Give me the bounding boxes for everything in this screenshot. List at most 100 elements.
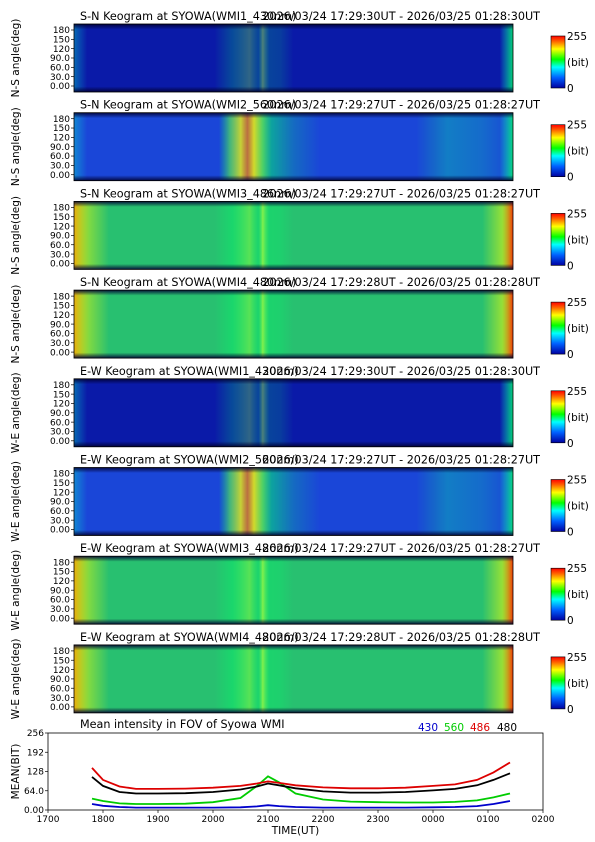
legend-item: 430 (418, 722, 438, 734)
x-tick-label: 0100 (477, 815, 500, 825)
y-tick-label: 150 (53, 213, 70, 223)
y-tick-label: 60.0 (50, 64, 70, 74)
panel-title: E-W Keogram at SYOWA(WMI1_430nm) (80, 365, 299, 378)
keogram-panel: E-W Keogram at SYOWA(WMI1_430nm)2026/03/… (10, 365, 589, 453)
y-tick-label: 150 (53, 302, 70, 312)
y-axis-label: W-E angle(deg) (10, 550, 22, 631)
y-tick-label: 60.0 (50, 152, 70, 162)
y-tick-label: 30.0 (50, 428, 70, 438)
horizon-shade (74, 644, 513, 713)
horizon-shade (74, 201, 513, 270)
y-axis-label: W-E angle(deg) (10, 638, 22, 719)
panel-timerange: 2026/03/24 17:29:27UT - 2026/03/25 01:28… (262, 99, 540, 112)
chart-frame (47, 732, 544, 811)
colorbar-min-label: 0 (567, 615, 574, 627)
panel-timerange: 2026/03/24 17:29:27UT - 2026/03/25 01:28… (262, 454, 540, 467)
y-tick-label: 120 (53, 45, 70, 55)
colorbar-max-label: 255 (567, 31, 587, 43)
y-tick-label: 150 (53, 390, 70, 400)
y-tick-label: 150 (53, 36, 70, 46)
horizon-shade (74, 467, 513, 536)
y-axis-label: N-S angle(deg) (10, 19, 22, 98)
y-tick-label: 150 (53, 479, 70, 489)
panel-timerange: 2026/03/24 17:29:30UT - 2026/03/25 01:28… (262, 10, 540, 23)
y-tick-label: 60.0 (50, 596, 70, 606)
y-tick-label: 90.0 (50, 143, 70, 153)
chart-title: Mean intensity in FOV of Syowa WMI (80, 718, 285, 731)
colorbar-max-label: 255 (567, 297, 587, 309)
x-tick-label: 2100 (257, 815, 280, 825)
colorbar-min-label: 0 (567, 172, 574, 184)
y-tick-label: 0.00 (50, 348, 70, 358)
colorbar (550, 301, 566, 355)
panel-title: E-W Keogram at SYOWA(WMI4_480nm) (80, 631, 299, 644)
y-tick-label: 60.0 (50, 418, 70, 428)
x-tick-label: 2200 (312, 815, 335, 825)
panel-timerange: 2026/03/24 17:29:28UT - 2026/03/25 01:28… (262, 631, 540, 644)
colorbar-max-label: 255 (567, 386, 587, 398)
y-tick-label: 90.0 (50, 586, 70, 596)
y-tick-label: 120 (53, 666, 70, 676)
colorbar (550, 390, 566, 444)
y-tick-label: 60.0 (50, 507, 70, 517)
series-line-486 (91, 761, 511, 790)
y-tick-label: 90.0 (50, 409, 70, 419)
colorbar-min-label: 0 (567, 704, 574, 716)
colorbar-unit-label: (bit) (567, 501, 589, 513)
y-tick-label: 90.0 (50, 232, 70, 242)
x-tick-label: 2000 (202, 815, 225, 825)
colorbar (550, 656, 566, 710)
panel-title: S-N Keogram at SYOWA(WMI3_486nm) (80, 187, 296, 200)
colorbar (550, 567, 566, 621)
y-tick-label: 0.00 (50, 260, 70, 270)
y-tick-label: 30.0 (50, 250, 70, 260)
colorbar-min-label: 0 (567, 349, 574, 361)
y-tick-label: 150 (53, 656, 70, 666)
y-tick-label: 256 (27, 729, 44, 739)
horizon-shade (74, 378, 513, 447)
panel-title: E-W Keogram at SYOWA(WMI2_560nm) (80, 454, 299, 467)
colorbar-max-label: 255 (567, 120, 587, 132)
colorbar-unit-label: (bit) (567, 146, 589, 158)
colorbar-unit-label: (bit) (567, 589, 589, 601)
colorbar-unit-label: (bit) (567, 323, 589, 335)
y-tick-label: 180 (53, 381, 70, 391)
y-tick-label: 60.0 (50, 684, 70, 694)
keogram-panel: S-N Keogram at SYOWA(WMI2_560nm)2026/03/… (10, 99, 589, 186)
y-tick-label: 0.00 (50, 526, 70, 536)
horizon-shade (74, 24, 513, 92)
panel-timerange: 2026/03/24 17:29:30UT - 2026/03/25 01:28… (262, 365, 540, 378)
keogram-panel: S-N Keogram at SYOWA(WMI3_486nm)2026/03/… (10, 187, 589, 274)
y-tick-label: 120 (53, 400, 70, 410)
y-tick-label: 60.0 (50, 330, 70, 340)
y-axis-label: W-E angle(deg) (10, 461, 22, 542)
colorbar-unit-label: (bit) (567, 234, 589, 246)
x-tick-label: 2300 (367, 815, 390, 825)
colorbar-max-label: 255 (567, 563, 587, 575)
y-tick-label: 30.0 (50, 605, 70, 615)
y-tick-label: 180 (53, 647, 70, 657)
y-tick-label: 90.0 (50, 498, 70, 508)
keogram-panel: S-N Keogram at SYOWA(WMI4_480nm)2026/03/… (10, 276, 589, 363)
y-tick-label: 0.00 (50, 82, 70, 92)
y-tick-label: 120 (53, 488, 70, 498)
y-tick-label: 180 (53, 292, 70, 302)
colorbar-unit-label: (bit) (567, 412, 589, 424)
x-tick-label: 1900 (147, 815, 170, 825)
y-tick-label: 0.00 (50, 437, 70, 447)
y-tick-label: 180 (53, 115, 70, 125)
colorbar (550, 479, 566, 532)
legend-item: 560 (444, 722, 464, 734)
y-axis-label: N-S angle(deg) (10, 107, 22, 186)
x-axis-label: TIME(UT) (271, 825, 320, 837)
y-tick-label: 0.00 (24, 806, 44, 816)
y-tick-label: 150 (53, 568, 70, 578)
y-tick-label: 60.0 (50, 241, 70, 251)
y-tick-label: 30.0 (50, 73, 70, 83)
y-tick-label: 30.0 (50, 339, 70, 349)
y-tick-label: 0.00 (50, 614, 70, 624)
keogram-panel: S-N Keogram at SYOWA(WMI1_430nm)2026/03/… (10, 10, 589, 97)
colorbar-max-label: 255 (567, 475, 587, 487)
colorbar-unit-label: (bit) (567, 678, 589, 690)
y-tick-label: 128 (27, 768, 44, 778)
